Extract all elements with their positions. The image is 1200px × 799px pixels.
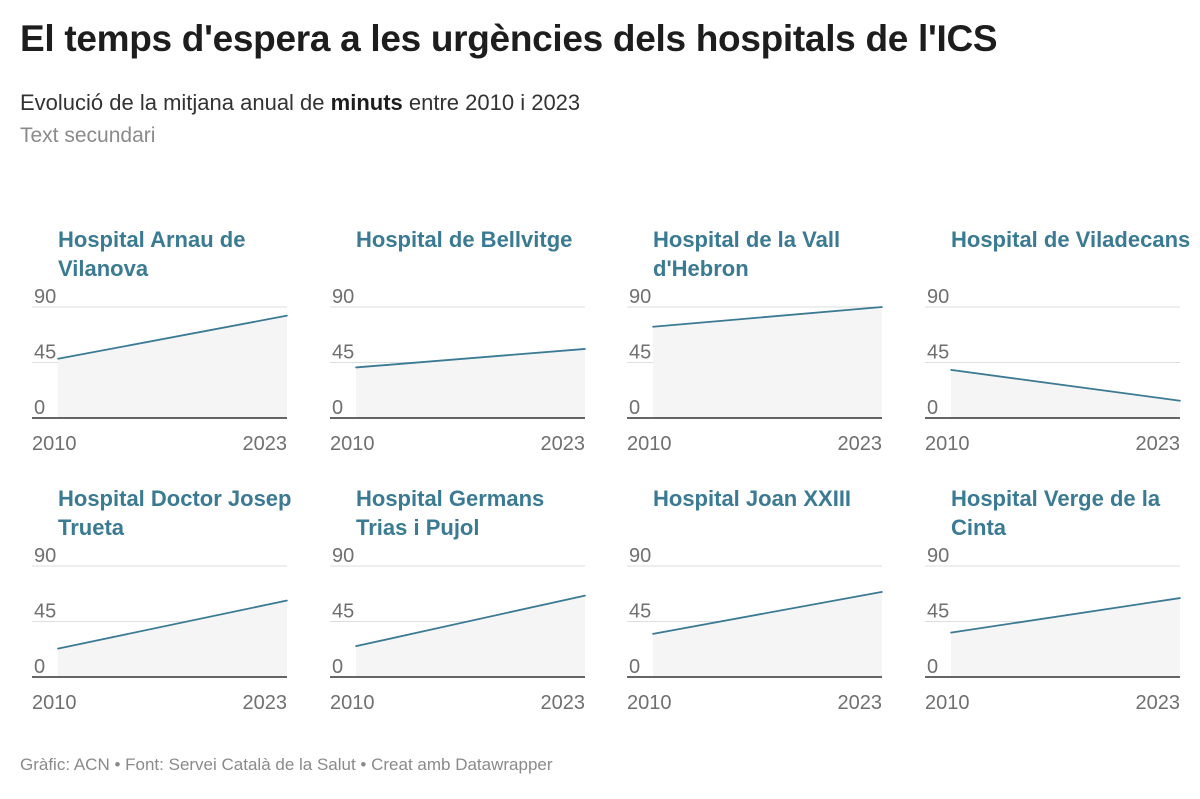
area-fill xyxy=(653,591,882,677)
panel-title: Hospital de la Vall d'Hebron xyxy=(653,227,841,281)
y-tick-label: 90 xyxy=(34,545,56,567)
panel-title: Hospital Germans Trias i Pujol xyxy=(356,486,545,540)
y-tick-label: 0 xyxy=(34,397,45,419)
data-point xyxy=(1179,399,1181,402)
y-tick-label: 0 xyxy=(34,656,45,678)
data-point xyxy=(1179,597,1181,599)
series-line xyxy=(950,369,1181,402)
x-tick-label: 2010 xyxy=(32,433,77,455)
x-tick-label: 2010 xyxy=(925,692,970,714)
y-tick-label: 45 xyxy=(927,601,949,623)
area-fill xyxy=(951,369,1180,418)
data-point xyxy=(286,314,288,317)
panel-title: Hospital Arnau de Vilanova xyxy=(58,227,246,281)
x-tick-label: 2023 xyxy=(541,433,586,455)
x-tick-label: 2023 xyxy=(838,692,883,714)
y-tick-label: 90 xyxy=(332,286,354,308)
area-fill xyxy=(356,348,585,418)
subtitle-text-end: entre 2010 i 2023 xyxy=(402,90,581,115)
data-point xyxy=(881,591,883,593)
series-line xyxy=(950,597,1181,634)
y-tick-label: 90 xyxy=(629,545,651,567)
series-line xyxy=(355,594,586,648)
area-fill xyxy=(951,598,1180,677)
chart-title: El temps d'espera a les urgències dels h… xyxy=(20,18,998,59)
x-tick-label: 2023 xyxy=(541,692,586,714)
data-point xyxy=(950,631,952,634)
data-point xyxy=(57,358,59,360)
series-line xyxy=(57,314,288,360)
data-point xyxy=(881,306,883,308)
y-tick-label: 0 xyxy=(927,397,938,419)
data-point xyxy=(652,633,654,635)
series-line xyxy=(355,348,586,369)
panel-title: Hospital Doctor Josep Trueta xyxy=(58,486,292,540)
x-tick-label: 2010 xyxy=(330,433,375,455)
panel-title: Hospital de Bellvitge xyxy=(356,227,573,252)
data-point xyxy=(355,645,357,647)
y-tick-label: 45 xyxy=(629,342,651,364)
panel-title: Hospital Joan XXIII xyxy=(653,486,852,511)
y-tick-label: 90 xyxy=(34,286,56,308)
x-tick-label: 2023 xyxy=(243,433,288,455)
chart-subtitle: Evolució de la mitjana anual de minuts e… xyxy=(20,90,580,116)
secondary-text: Text secundari xyxy=(20,124,156,147)
panel-title: Hospital Verge de la Cinta xyxy=(951,486,1161,540)
area-fill xyxy=(58,600,287,677)
y-tick-label: 45 xyxy=(34,342,56,364)
panel-title: Hospital de Viladecans xyxy=(951,227,1191,252)
x-tick-label: 2010 xyxy=(627,433,672,455)
y-tick-label: 90 xyxy=(629,286,651,308)
y-tick-label: 45 xyxy=(332,601,354,623)
y-tick-label: 90 xyxy=(927,545,949,567)
series-line xyxy=(57,599,288,650)
y-tick-label: 0 xyxy=(629,656,640,678)
x-tick-label: 2023 xyxy=(243,692,288,714)
data-point xyxy=(355,366,357,369)
footer-credits: Gràfic: ACN • Font: Servei Català de la … xyxy=(20,755,553,774)
x-tick-label: 2010 xyxy=(925,433,970,455)
data-point xyxy=(584,348,586,350)
subtitle-text-start: Evolució de la mitjana anual de xyxy=(20,90,331,115)
x-tick-label: 2010 xyxy=(32,692,77,714)
x-tick-label: 2023 xyxy=(1136,692,1181,714)
y-tick-label: 45 xyxy=(332,342,354,364)
data-point xyxy=(584,594,586,597)
y-tick-label: 0 xyxy=(332,656,343,678)
y-tick-label: 45 xyxy=(34,601,56,623)
area-fill xyxy=(653,307,882,418)
x-tick-label: 2023 xyxy=(838,433,883,455)
data-point xyxy=(652,325,654,328)
y-tick-label: 45 xyxy=(927,342,949,364)
x-tick-label: 2023 xyxy=(1136,433,1181,455)
x-tick-label: 2010 xyxy=(627,692,672,714)
data-point xyxy=(57,647,59,650)
y-tick-label: 90 xyxy=(332,545,354,567)
y-tick-label: 90 xyxy=(927,286,949,308)
data-point xyxy=(286,599,288,602)
y-tick-label: 0 xyxy=(927,656,938,678)
series-line xyxy=(652,306,883,328)
data-point xyxy=(950,369,952,371)
area-fill xyxy=(356,595,585,677)
subtitle-bold-unit: minuts xyxy=(330,90,403,115)
y-tick-label: 0 xyxy=(332,397,343,419)
y-tick-label: 45 xyxy=(629,601,651,623)
y-tick-label: 0 xyxy=(629,397,640,419)
area-fill xyxy=(58,315,287,418)
x-tick-label: 2010 xyxy=(330,692,375,714)
series-line xyxy=(652,591,883,635)
